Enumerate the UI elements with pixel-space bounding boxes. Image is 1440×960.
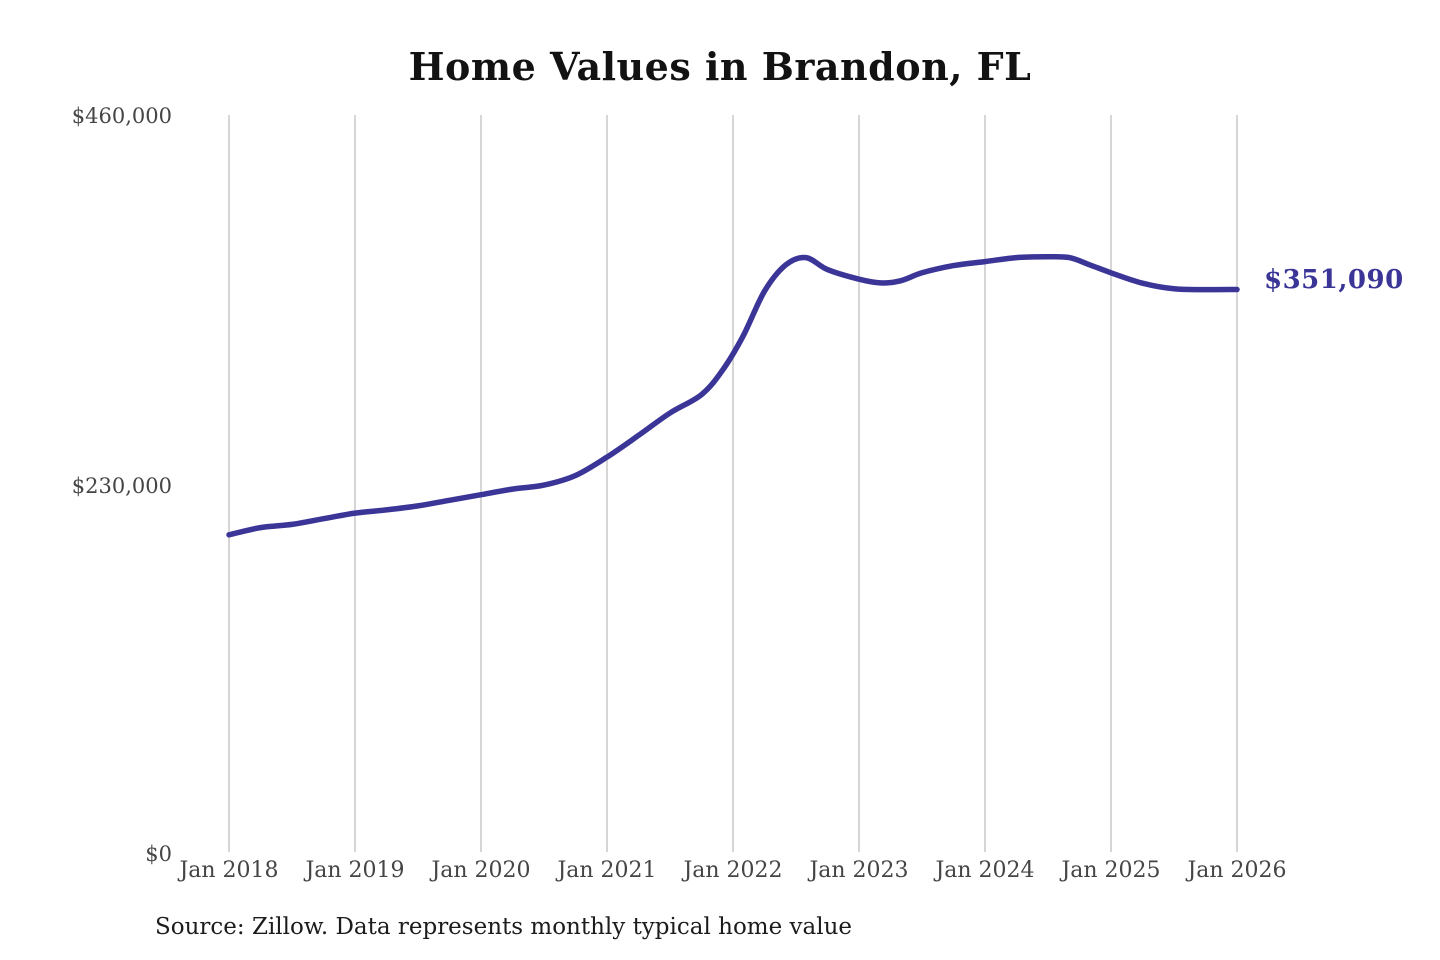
x-axis-tick-jan-2023: Jan 2023 bbox=[809, 858, 909, 883]
x-axis-tick-jan-2026: Jan 2026 bbox=[1187, 858, 1287, 883]
gridlines bbox=[228, 115, 1238, 852]
source-note: Source: Zillow. Data represents monthly … bbox=[155, 914, 853, 940]
chart-title: Home Values in Brandon, FL bbox=[408, 44, 1032, 89]
y-axis-tick-0: $0 bbox=[145, 842, 172, 866]
latest-value-label: $351,090 bbox=[1264, 265, 1404, 295]
x-axis-tick-jan-2018: Jan 2018 bbox=[179, 858, 279, 883]
x-axis-tick-jan-2024: Jan 2024 bbox=[935, 858, 1035, 883]
home-value-line bbox=[226, 253, 1240, 538]
x-axis-tick-jan-2025: Jan 2025 bbox=[1061, 858, 1161, 883]
y-axis-tick-230000: $230,000 bbox=[71, 474, 172, 498]
x-axis-tick-jan-2021: Jan 2021 bbox=[557, 858, 657, 883]
x-axis-tick-jan-2020: Jan 2020 bbox=[431, 858, 531, 883]
x-axis-tick-jan-2022: Jan 2022 bbox=[683, 858, 783, 883]
x-axis-tick-jan-2019: Jan 2019 bbox=[305, 858, 405, 883]
y-axis-tick-460000: $460,000 bbox=[71, 104, 172, 128]
